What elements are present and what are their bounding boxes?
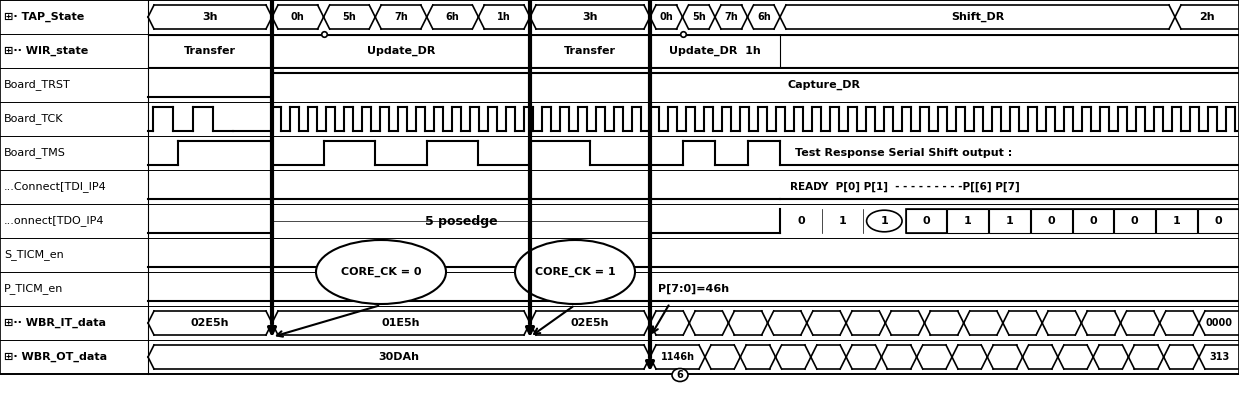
Text: CORE_CK = 1: CORE_CK = 1 [535, 267, 616, 277]
Text: P[7:0]=46h: P[7:0]=46h [658, 284, 729, 294]
Text: 0: 0 [1214, 216, 1222, 226]
Text: 313: 313 [1209, 352, 1229, 362]
Text: READY  P[0] P[1]  - - - - - - - - -P[[6] P[7]: READY P[0] P[1] - - - - - - - - -P[[6] P… [790, 182, 1020, 192]
Text: Test Response Serial Shift output :: Test Response Serial Shift output : [795, 148, 1012, 158]
Text: 5h: 5h [691, 12, 706, 22]
Ellipse shape [515, 240, 636, 304]
Text: 5 posedge: 5 posedge [425, 215, 497, 227]
Text: ⊞·· WBR_IT_data: ⊞·· WBR_IT_data [4, 318, 107, 328]
Text: P_TICM_en: P_TICM_en [4, 283, 63, 295]
Text: 1: 1 [1006, 216, 1014, 226]
Bar [906, 209, 947, 233]
Text: Update_DR  1h: Update_DR 1h [669, 46, 761, 56]
Text: 7h: 7h [725, 12, 738, 22]
Text: 0h: 0h [659, 12, 673, 22]
Text: Transfer: Transfer [185, 46, 235, 56]
Bar [989, 209, 1030, 233]
Text: 01E5h: 01E5h [382, 318, 420, 328]
Text: 0: 0 [1047, 216, 1056, 226]
Bar [1156, 209, 1197, 233]
Text: 0h: 0h [291, 12, 305, 22]
Bar [948, 209, 989, 233]
Text: 30DAh: 30DAh [378, 352, 420, 362]
Text: 6h: 6h [446, 12, 460, 22]
Text: S_TICM_en: S_TICM_en [4, 250, 63, 260]
Bar [1073, 209, 1114, 233]
Text: 0: 0 [922, 216, 929, 226]
Ellipse shape [672, 368, 688, 382]
Ellipse shape [316, 240, 446, 304]
Text: Capture_DR: Capture_DR [788, 80, 861, 90]
Text: Shift_DR: Shift_DR [950, 12, 1004, 22]
Text: ⊞·· WIR_state: ⊞·· WIR_state [4, 46, 88, 56]
Text: 02E5h: 02E5h [571, 318, 610, 328]
Bar [1031, 209, 1072, 233]
Text: Board_TMS: Board_TMS [4, 147, 66, 159]
Text: 02E5h: 02E5h [191, 318, 229, 328]
Bar [906, 209, 1239, 233]
Text: 6h: 6h [757, 12, 771, 22]
Text: 3h: 3h [582, 12, 597, 22]
Text: 5h: 5h [342, 12, 357, 22]
Text: 0: 0 [1131, 216, 1139, 226]
Bar [1198, 209, 1239, 233]
Text: 0000: 0000 [1206, 318, 1233, 328]
Bar [1114, 209, 1155, 233]
Text: 2h: 2h [1199, 12, 1214, 22]
Text: 1: 1 [1172, 216, 1181, 226]
Text: 6: 6 [676, 370, 684, 380]
Text: 1: 1 [839, 216, 846, 226]
Text: Board_TRST: Board_TRST [4, 80, 71, 91]
Text: 7h: 7h [394, 12, 408, 22]
Ellipse shape [866, 210, 902, 232]
Text: ...Connect[TDI_IP4: ...Connect[TDI_IP4 [4, 182, 107, 192]
Text: 1h: 1h [497, 12, 510, 22]
Text: Transfer: Transfer [564, 46, 616, 56]
Text: CORE_CK = 0: CORE_CK = 0 [341, 267, 421, 277]
Text: ⊞· TAP_State: ⊞· TAP_State [4, 12, 84, 22]
Text: 1146h: 1146h [660, 352, 695, 362]
Text: 1: 1 [881, 216, 888, 226]
Text: Board_TCK: Board_TCK [4, 114, 63, 124]
Text: ⊞· WBR_OT_data: ⊞· WBR_OT_data [4, 352, 107, 362]
Text: 0: 0 [1089, 216, 1097, 226]
Text: Update_DR: Update_DR [367, 46, 435, 56]
Text: 1: 1 [964, 216, 971, 226]
Text: ...onnect[TDO_IP4: ...onnect[TDO_IP4 [4, 215, 104, 227]
Text: 3h: 3h [202, 12, 218, 22]
Text: 0: 0 [797, 216, 804, 226]
